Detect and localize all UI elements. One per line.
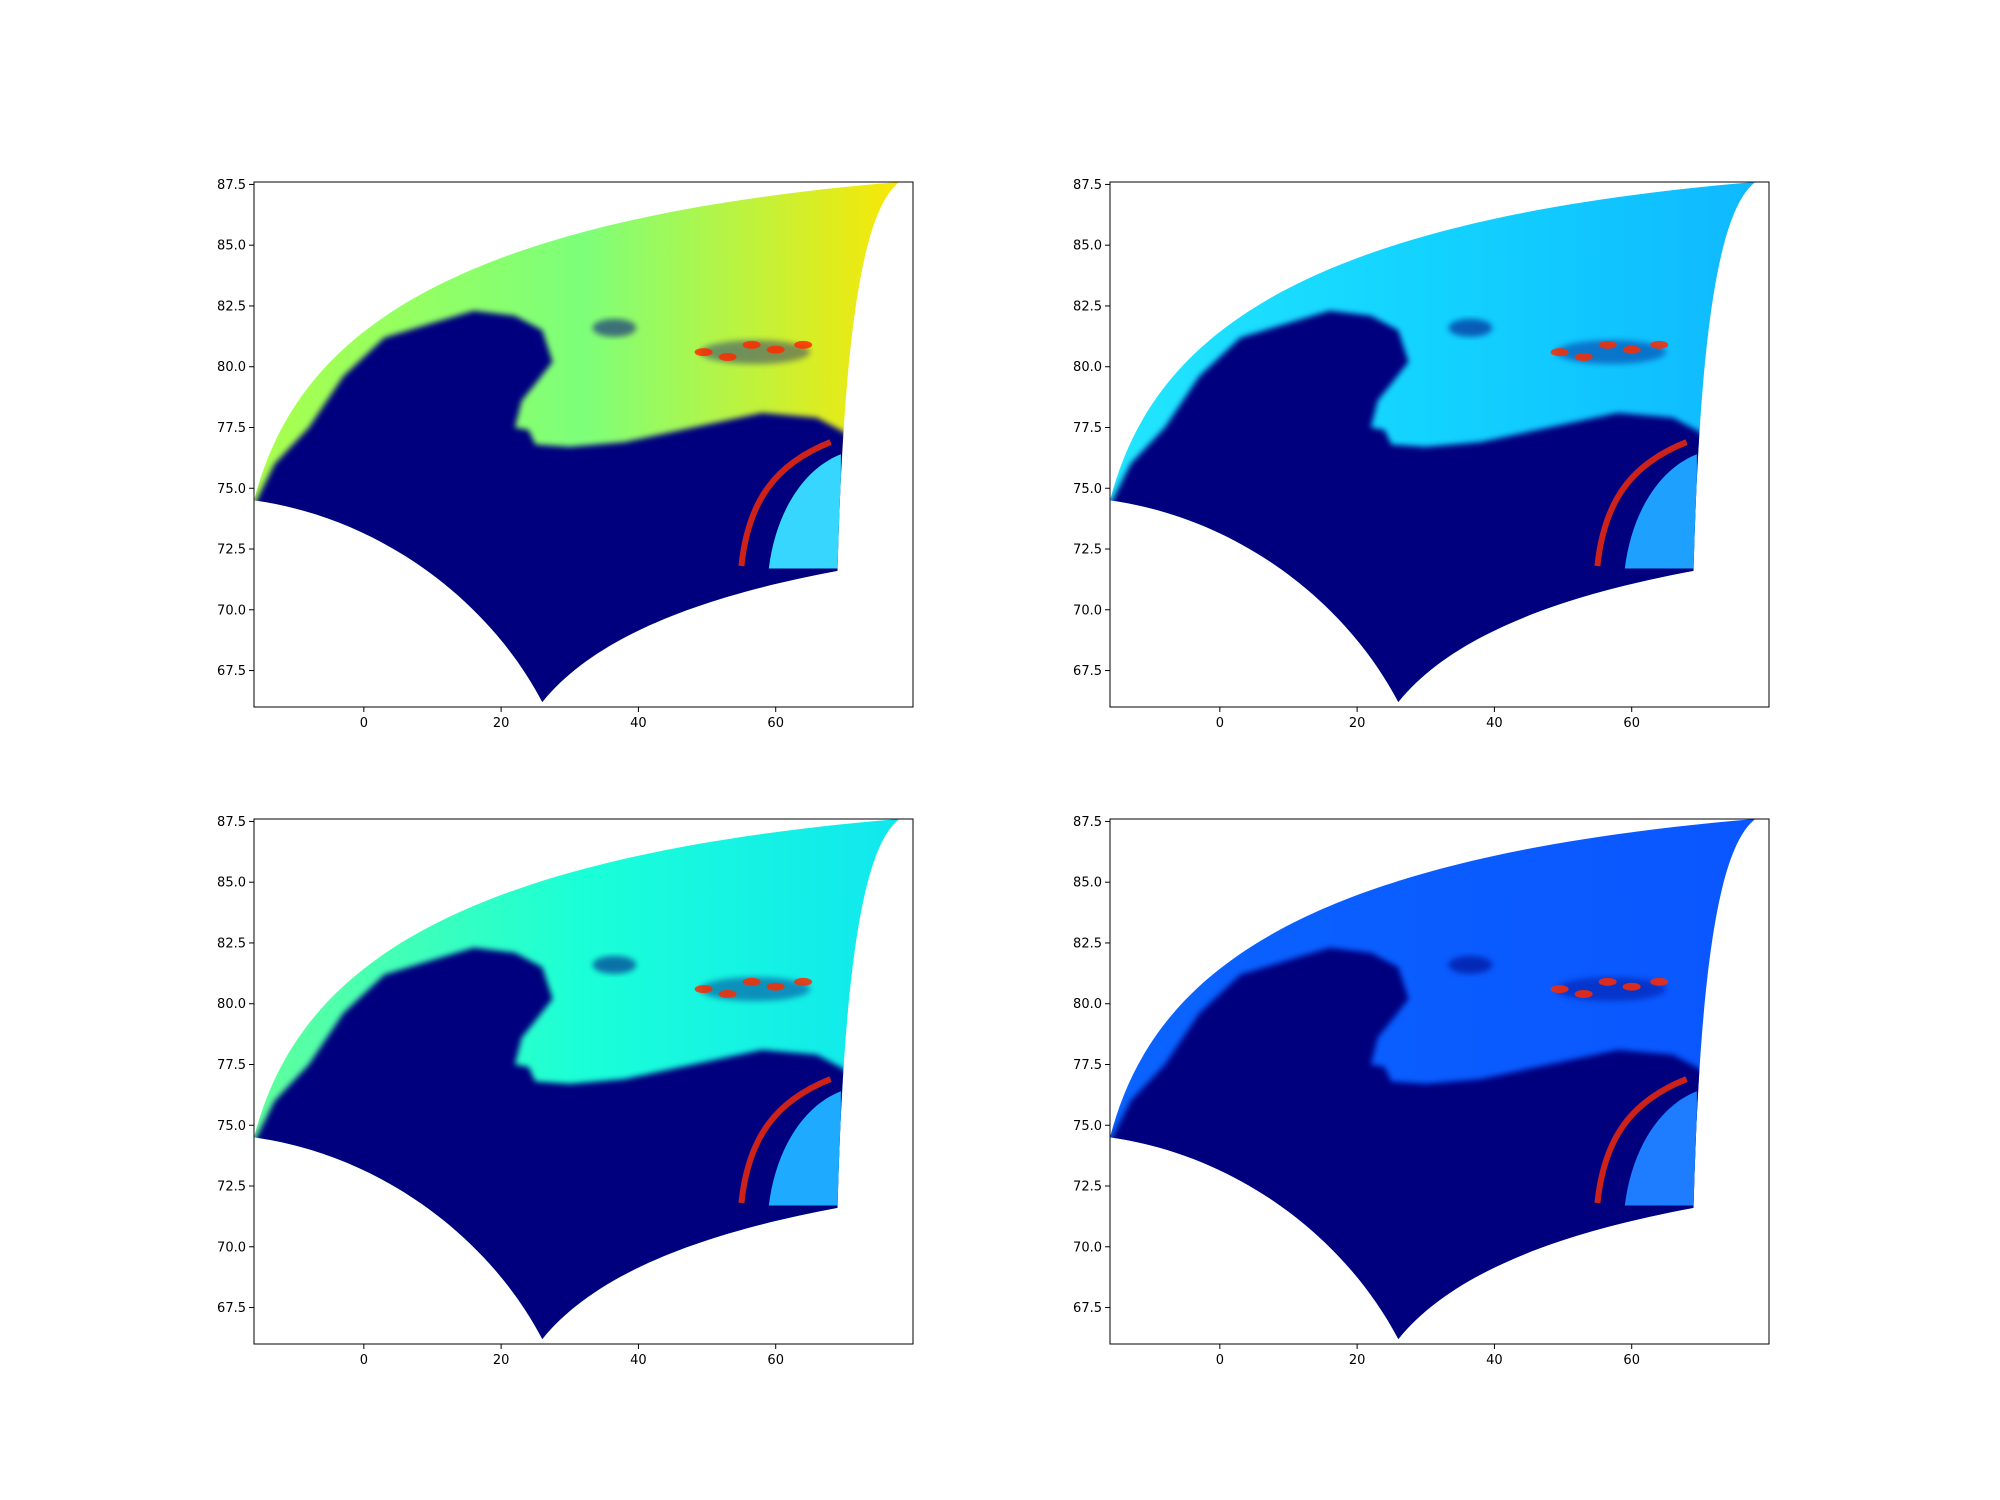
y-tick-label: 70.0	[1073, 603, 1102, 618]
y-tick-label: 75.0	[217, 482, 246, 497]
hotspot	[694, 348, 713, 357]
y-tick-label: 70.0	[217, 603, 246, 618]
subplot-top-right: 0 20 40 60 67.5 70.0 72.5 75.0 77.5 80.0 82.5 85.0 8…	[1073, 178, 1770, 731]
y-tick-label: 77.5	[1073, 1058, 1102, 1073]
x-tick-label: 60	[767, 716, 784, 731]
coastal-current	[1594, 439, 1688, 567]
axes-frame	[1109, 181, 1770, 708]
y-tick-label: 72.5	[1073, 1180, 1102, 1195]
y-tick-label: 85.0	[217, 876, 246, 891]
ice-patch	[1448, 955, 1493, 974]
y-tick-label: 82.5	[1073, 299, 1102, 314]
ice-patch	[592, 318, 637, 337]
y-tick-label: 77.5	[1073, 421, 1102, 436]
x-tick-label: 40	[1486, 1353, 1503, 1368]
x-tick-label: 20	[493, 1353, 510, 1368]
coastal-channel	[1624, 1091, 1697, 1206]
x-tick-label: 0	[1216, 1353, 1224, 1368]
y-tick-label: 82.5	[217, 299, 246, 314]
y-tick-label: 85.0	[1073, 876, 1102, 891]
subplot-bottom-right: 0 20 40 60 67.5 70.0 72.5 75.0 77.5 80.0 82.5 85.0 8…	[1073, 815, 1770, 1368]
y-tick-label: 75.0	[1073, 482, 1102, 497]
x-tick-label: 40	[630, 716, 647, 731]
y-tick-label: 85.0	[1073, 239, 1102, 254]
hotspot	[794, 977, 813, 986]
hotspot	[766, 982, 785, 991]
y-tick-label: 67.5	[1073, 664, 1102, 679]
y-tick-label: 70.0	[217, 1240, 246, 1255]
y-tick-label: 80.0	[217, 997, 246, 1012]
hotspot	[1650, 340, 1669, 349]
ice-patch	[1448, 318, 1493, 337]
y-tick-label: 67.5	[217, 1301, 246, 1316]
y-tick-label: 72.5	[1073, 543, 1102, 558]
axes-frame	[1109, 818, 1770, 1345]
hotspot	[742, 340, 761, 349]
x-tick-label: 40	[1486, 716, 1503, 731]
y-tick-label: 75.0	[217, 1119, 246, 1134]
y-tick-label: 75.0	[1073, 1119, 1102, 1134]
hotspot	[1622, 982, 1641, 991]
field-layer	[254, 819, 900, 1340]
coastal-current	[1594, 1076, 1688, 1204]
x-tick-label: 0	[360, 716, 368, 731]
y-tick-label: 87.5	[1073, 815, 1102, 830]
y-tick-label: 67.5	[1073, 1301, 1102, 1316]
y-tick-label: 72.5	[217, 543, 246, 558]
x-tick-label: 60	[1623, 1353, 1640, 1368]
y-tick-label: 80.0	[1073, 360, 1102, 375]
y-tick-label: 77.5	[217, 421, 246, 436]
x-tick-label: 60	[1623, 716, 1640, 731]
hotspot	[1550, 348, 1569, 357]
y-tick-label: 70.0	[1073, 1240, 1102, 1255]
y-tick-label: 77.5	[217, 1058, 246, 1073]
y-tick-label: 72.5	[217, 1180, 246, 1195]
y-tick-label: 67.5	[217, 664, 246, 679]
hotspot	[794, 340, 813, 349]
y-tick-label: 87.5	[217, 815, 246, 830]
x-tick-label: 20	[1349, 1353, 1366, 1368]
hotspot	[1598, 340, 1617, 349]
subplot-top-left: 0 20 40 60 67.5 70.0 72.5 75.0 77.5 80.0 82.5 85.0 8…	[217, 178, 914, 731]
field-layer	[254, 182, 900, 703]
x-tick-label: 20	[493, 716, 510, 731]
x-tick-label: 40	[630, 1353, 647, 1368]
y-tick-label: 87.5	[217, 178, 246, 193]
hotspot	[1622, 345, 1641, 354]
hotspot	[1598, 977, 1617, 986]
x-tick-label: 0	[1216, 716, 1224, 731]
x-tick-label: 60	[767, 1353, 784, 1368]
coastal-channel	[1624, 454, 1697, 569]
x-tick-label: 20	[1349, 716, 1366, 731]
y-tick-label: 80.0	[217, 360, 246, 375]
hotspot	[1574, 353, 1593, 361]
hotspot	[718, 990, 737, 998]
y-tick-label: 82.5	[217, 936, 246, 951]
hotspot	[694, 985, 713, 994]
hotspot	[1550, 985, 1569, 994]
y-tick-label: 82.5	[1073, 936, 1102, 951]
subplot-bottom-left: 0 20 40 60 67.5 70.0 72.5 75.0 77.5 80.0 82.5 85.0 8…	[217, 815, 914, 1368]
y-tick-label: 80.0	[1073, 997, 1102, 1012]
field-layer	[1110, 182, 1756, 703]
field-layer	[1110, 819, 1756, 1340]
coastal-current	[738, 439, 832, 567]
y-tick-label: 85.0	[217, 239, 246, 254]
x-tick-label: 0	[360, 1353, 368, 1368]
axes-frame	[253, 818, 914, 1345]
y-tick-label: 87.5	[1073, 178, 1102, 193]
hotspot	[718, 353, 737, 361]
coastal-channel	[768, 1091, 841, 1206]
ice-patch	[592, 955, 637, 974]
coastal-channel	[768, 454, 841, 569]
hotspot	[766, 345, 785, 354]
hotspot	[1650, 977, 1669, 986]
coastal-current	[738, 1076, 832, 1204]
axes-frame	[253, 181, 914, 708]
hotspot	[742, 977, 761, 986]
hotspot	[1574, 990, 1593, 998]
